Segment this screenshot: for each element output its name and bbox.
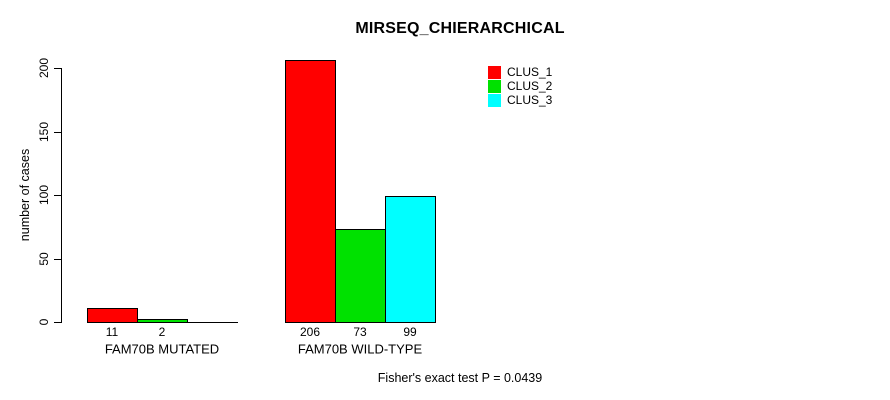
y-axis-line xyxy=(61,68,62,323)
legend-item: CLUS_3 xyxy=(488,93,552,107)
legend-label: CLUS_3 xyxy=(507,93,553,107)
legend-label: CLUS_2 xyxy=(507,79,553,93)
bar-clus_3-group2 xyxy=(385,196,436,323)
y-tick-mark xyxy=(54,195,61,196)
legend-swatch-clus_2 xyxy=(488,79,501,93)
bar-clus_1-group2 xyxy=(285,60,336,323)
bar-clus_2-group2 xyxy=(335,229,386,323)
legend: CLUS_1 CLUS_2 CLUS_3 xyxy=(488,65,552,107)
legend-item: CLUS_2 xyxy=(488,79,552,93)
y-tick-label: 100 xyxy=(37,184,51,206)
bar-clus_2-group1 xyxy=(137,319,188,323)
bar-value-label: 73 xyxy=(353,325,367,339)
y-tick-mark xyxy=(54,68,61,69)
y-tick-label: 0 xyxy=(37,318,51,326)
bar-value-label: 99 xyxy=(403,325,417,339)
bar-value-label: 2 xyxy=(158,325,166,339)
y-tick-label: 200 xyxy=(37,57,51,79)
y-tick-mark xyxy=(54,322,61,323)
y-tick-mark xyxy=(54,132,61,133)
chart-title: MIRSEQ_CHIERARCHICAL xyxy=(355,20,565,37)
bar-clus_1-group1 xyxy=(87,308,138,323)
legend-item: CLUS_1 xyxy=(488,65,552,79)
annotation-text: Fisher's exact test P = 0.0439 xyxy=(377,371,543,385)
legend-swatch-clus_3 xyxy=(488,93,501,107)
bar-value-label: 206 xyxy=(299,325,321,339)
y-tick-label: 150 xyxy=(37,121,51,143)
bar-value-label: 11 xyxy=(105,325,119,339)
bar-clus_3-group1 xyxy=(187,322,238,323)
legend-label: CLUS_1 xyxy=(507,65,553,79)
y-tick-label: 50 xyxy=(37,252,51,266)
category-label: FAM70B MUTATED xyxy=(104,341,220,357)
y-axis-label: number of cases xyxy=(18,148,32,242)
category-label: FAM70B WILD-TYPE xyxy=(297,341,423,357)
y-tick-mark xyxy=(54,259,61,260)
legend-swatch-clus_1 xyxy=(488,65,501,79)
